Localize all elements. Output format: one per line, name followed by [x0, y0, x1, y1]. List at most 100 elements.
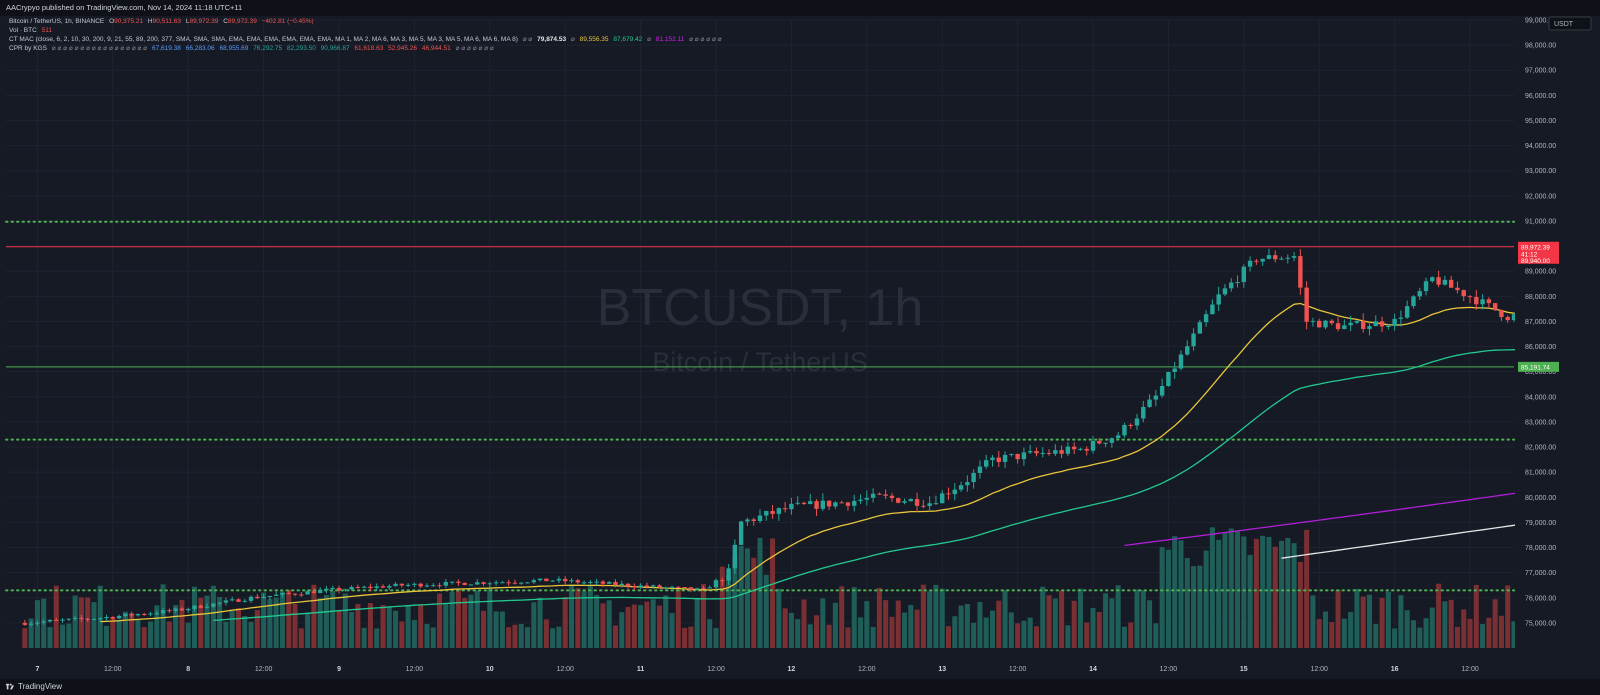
volume-bar [179, 599, 185, 648]
volume-bar [487, 587, 493, 648]
price-tick-label: 77,000.00 [1525, 570, 1556, 577]
candle-body [236, 599, 241, 602]
candle-body [965, 482, 970, 486]
price-label-bid: 89,940.00 [1521, 258, 1550, 265]
volume-bar [229, 610, 235, 648]
volume-bar [97, 585, 103, 648]
candle-body [468, 584, 474, 586]
volume-bar [512, 624, 518, 648]
legend-ma-name[interactable]: CT MAC (close, 6, 2, 10, 30, 200, 9, 21,… [9, 36, 518, 43]
footer-brand[interactable]: TradingView [18, 682, 63, 691]
volume-bar [625, 606, 631, 648]
volume-bar [1266, 536, 1272, 648]
candle-body [1436, 277, 1441, 285]
price-tick-label: 99,000.00 [1525, 18, 1556, 25]
volume-bar [876, 587, 882, 648]
volume-bar [1147, 600, 1153, 648]
candle-body [839, 502, 844, 504]
volume-bar [525, 627, 531, 648]
candle-body [368, 586, 373, 589]
volume-bar [28, 618, 34, 648]
volume-bar [964, 603, 970, 648]
candle-body [1185, 346, 1190, 355]
price-tick-label: 76,000.00 [1525, 595, 1556, 602]
candle-body [1210, 304, 1215, 315]
price-label-countdown: 41:12 [1521, 251, 1538, 258]
price-tick-label: 93,000.00 [1525, 168, 1556, 175]
price-tick-label: 85,000.00 [1525, 369, 1556, 376]
candle-body [657, 585, 662, 588]
volume-bar [801, 599, 807, 648]
candle-body [462, 582, 467, 585]
volume-bar [72, 595, 78, 648]
candle-body [223, 600, 229, 603]
candle-body [1229, 282, 1234, 289]
time-tick-label: 7 [35, 666, 39, 673]
candle-body [493, 582, 499, 584]
legend-cpr-name[interactable]: CPR by KGS [9, 45, 47, 52]
candle-body [116, 615, 122, 619]
volume-bar [443, 602, 449, 648]
volume-bar [374, 628, 380, 648]
candle-body [380, 586, 386, 588]
candle-body [361, 586, 367, 588]
candle-body [41, 621, 46, 623]
candle-body [66, 618, 72, 620]
volume-bar [462, 598, 468, 648]
volume-bar [1178, 540, 1184, 648]
candle-body [858, 499, 863, 501]
candle-body [958, 485, 964, 490]
publisher-bar: AACrypyo published on TradingView.com, N… [0, 0, 1600, 16]
candle-body [1329, 320, 1334, 324]
volume-bar [763, 574, 769, 648]
volume-bar [889, 616, 895, 648]
volume-bar [682, 627, 688, 648]
volume-bar [864, 601, 870, 648]
volume-bar [958, 605, 964, 648]
price-chart[interactable]: BTCUSDT, 1h Bitcoin / TetherUS 75,000.00 76… [0, 0, 1600, 679]
candle-body [412, 583, 417, 585]
candle-body [1411, 296, 1416, 307]
candle-body [600, 581, 606, 584]
candle-body [1191, 333, 1196, 347]
time-tick-label: 12:00 [1310, 666, 1328, 673]
candle-body [820, 500, 826, 509]
candle-body [581, 582, 587, 584]
candle-body [1304, 287, 1309, 322]
candle-body [192, 605, 197, 609]
candle-body [267, 595, 273, 598]
candle-body [1392, 318, 1397, 327]
volume-bar [493, 611, 499, 648]
candle-body [1103, 442, 1108, 444]
volume-bar [437, 593, 443, 648]
time-tick-label: 12:00 [1009, 666, 1027, 673]
legend-symbol[interactable]: Bitcoin / TetherUS, 1h, BINANCE [9, 18, 105, 25]
time-tick-label: 12:00 [104, 666, 122, 673]
volume-bar [1021, 620, 1027, 648]
volume-bar [1279, 540, 1285, 648]
candle-body [1078, 448, 1083, 450]
candle-body [569, 580, 574, 582]
volume-bar [1480, 624, 1486, 648]
legend-volume-name[interactable]: Vol · BTC [9, 27, 37, 34]
candle-body [1097, 440, 1102, 444]
volume-bar [1109, 598, 1115, 648]
time-tick-label: 11 [637, 666, 645, 673]
volume-bar [1140, 590, 1146, 648]
candle-body [1285, 257, 1290, 259]
volume-bar [1253, 538, 1259, 648]
candle-body [1335, 323, 1341, 330]
legend-high: 90,511.63 [152, 18, 182, 25]
legend-ma-purple: 81,152.11 [655, 36, 685, 43]
volume-bar [261, 592, 267, 648]
volume-bar [688, 626, 694, 648]
volume-bar [644, 601, 650, 648]
currency-button[interactable]: USDT [1548, 16, 1592, 31]
price-tick-label: 91,000.00 [1525, 218, 1556, 225]
candle-body [537, 578, 543, 581]
volume-bar [518, 623, 524, 648]
candle-body [1115, 435, 1121, 439]
candle-body [1109, 438, 1115, 443]
candle-body [1467, 296, 1473, 298]
